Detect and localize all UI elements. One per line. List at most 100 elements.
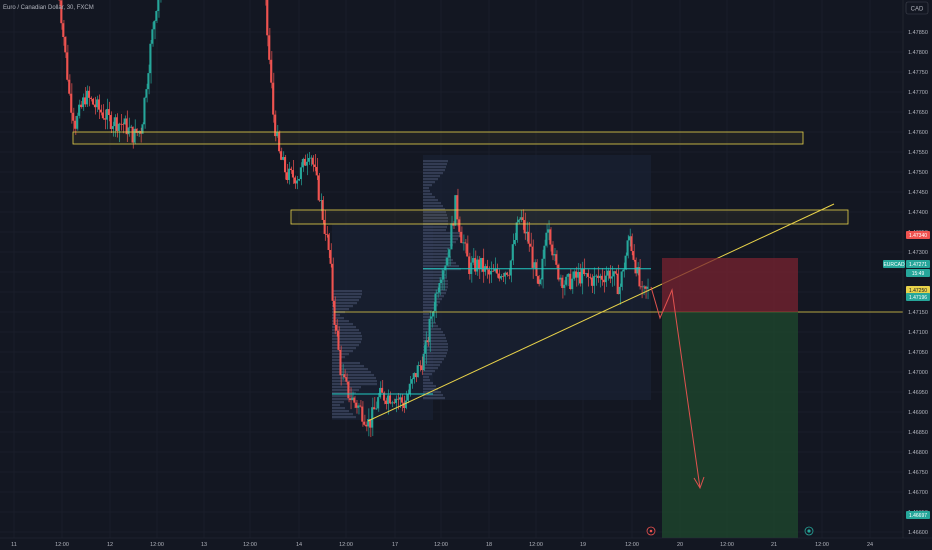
profile-bar: [423, 187, 429, 190]
profile-bar: [423, 349, 448, 352]
candle-body: [101, 112, 104, 119]
candle-body: [129, 126, 132, 128]
candle-body: [383, 392, 386, 401]
time-tick-label: 17: [392, 542, 398, 548]
profile-bar: [332, 389, 359, 392]
profile-bar: [332, 308, 349, 311]
profile-bar: [423, 202, 441, 205]
profile-bar: [332, 371, 371, 374]
candle-body: [497, 273, 500, 279]
profile-bar: [332, 320, 349, 323]
candle-body: [618, 286, 621, 295]
candle-body: [278, 132, 281, 152]
candle-body: [285, 172, 289, 181]
candle-body: [551, 244, 554, 256]
candle-body: [448, 249, 451, 258]
profile-bar: [332, 383, 377, 386]
candle-body: [581, 268, 584, 284]
candle-body: [91, 98, 94, 105]
candle-body: [519, 217, 522, 220]
price-tag-bg: [906, 293, 930, 301]
profile-bar: [332, 338, 362, 341]
settings-icon[interactable]: [804, 526, 814, 536]
candle-body: [323, 219, 326, 234]
candle-body: [89, 97, 92, 99]
candle-body: [446, 257, 449, 266]
candle-body: [533, 262, 536, 268]
profile-bar: [423, 367, 438, 370]
profile-bar: [423, 193, 432, 196]
time-tick-label: 13: [201, 542, 207, 548]
goto-realtime-icon[interactable]: [646, 526, 656, 536]
time-tick-label: 19: [580, 542, 586, 548]
candle-body: [594, 275, 597, 277]
profile-bar: [332, 332, 361, 335]
candle-body: [406, 394, 409, 401]
profile-bar: [423, 385, 436, 388]
price-tick-label: 1.46750: [908, 470, 928, 476]
profile-bar: [423, 163, 447, 166]
candle-body: [400, 397, 403, 403]
candle-body: [513, 240, 516, 245]
symbol-title[interactable]: Euro / Canadian Dollar, 30, FXCM: [3, 5, 94, 11]
profile-bar: [423, 190, 430, 193]
profile-bar: [332, 305, 353, 308]
profile-bar: [423, 376, 429, 379]
candle-body: [70, 93, 73, 113]
profile-bar: [423, 211, 446, 214]
price-axis[interactable]: 1.47850 1.47800 1.47750 1.47700 1.47650 1.476…: [883, 0, 932, 550]
price-tag: 1.47271: [906, 260, 930, 268]
price-tick-label: 1.46800: [908, 450, 928, 456]
price-tick-label: 1.47750: [908, 70, 928, 76]
profile-bar: [423, 391, 441, 394]
candle-body: [646, 286, 649, 289]
candle-body: [644, 286, 647, 289]
profile-bar: [423, 271, 445, 274]
candle-body: [97, 99, 100, 110]
profile-bar: [423, 256, 451, 259]
candle-body: [60, 0, 63, 24]
currency-badge[interactable]: CAD: [905, 1, 929, 15]
time-tick-label: 18: [486, 542, 492, 548]
profile-bar: [423, 247, 450, 250]
candle-body: [582, 268, 586, 275]
candle-body: [553, 254, 556, 256]
candle-body: [272, 82, 275, 115]
profile-bar: [423, 220, 448, 223]
candle-body: [408, 383, 411, 395]
candle-body: [333, 300, 336, 325]
profile-bar: [423, 205, 443, 208]
candle-body: [113, 117, 116, 127]
profile-bar: [423, 166, 446, 169]
candle-body: [505, 272, 508, 275]
chart-drawings[interactable]: [72, 131, 903, 544]
candle-body: [119, 123, 122, 125]
price-tick-label: 1.47700: [908, 90, 928, 96]
time-tick-label: 12:00: [339, 542, 353, 548]
time-axis[interactable]: 11 12:00 12 12:00 13 12:00 14 12:00 17 12:00 18 12:…: [0, 537, 932, 550]
price-tick-label: 1.47850: [908, 30, 928, 36]
profile-bar: [423, 328, 441, 331]
candle-body: [74, 120, 77, 129]
candle-body: [616, 273, 619, 295]
candle-body: [84, 97, 87, 105]
candle-body: [468, 256, 471, 275]
candle-body: [531, 246, 534, 268]
candle-body: [287, 168, 290, 181]
candle-body: [565, 276, 568, 285]
candle-body: [577, 271, 580, 278]
profile-bar: [332, 293, 362, 296]
profile-bar: [332, 362, 360, 365]
profile-bar: [423, 244, 453, 247]
price-tag: 1.46697: [906, 511, 930, 519]
candle-body: [309, 157, 312, 159]
candle-body: [438, 283, 441, 293]
candle-body: [274, 114, 277, 137]
profile-bar: [423, 307, 435, 310]
profile-bar: [332, 341, 361, 344]
candle-body: [422, 353, 425, 371]
candle-body: [632, 251, 635, 260]
candle-body: [436, 292, 439, 294]
